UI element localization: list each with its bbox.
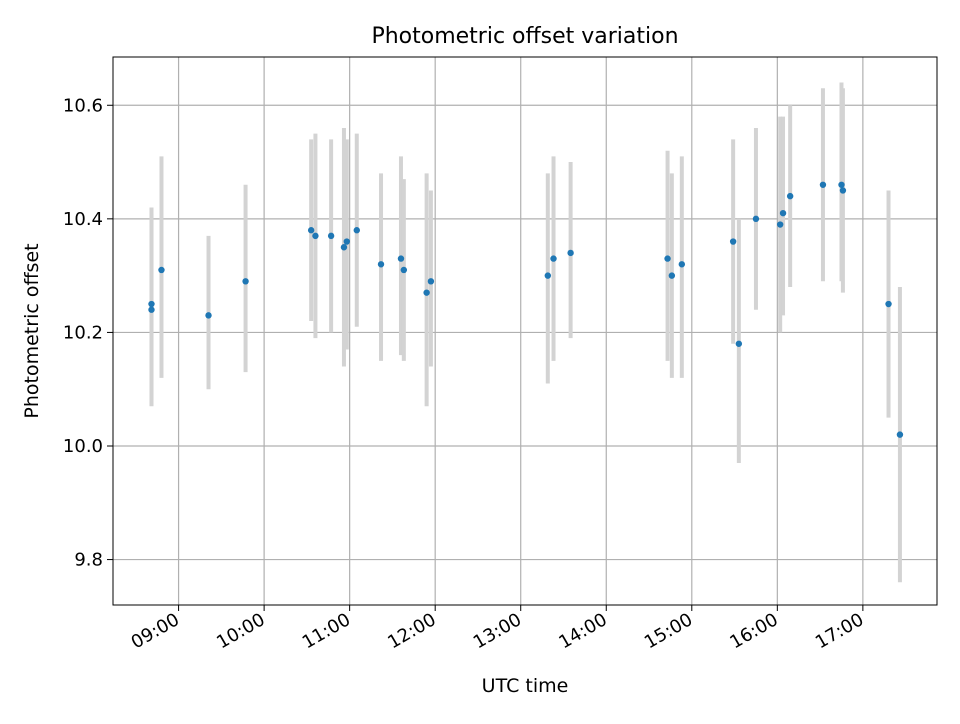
data-point — [567, 249, 574, 257]
data-point — [427, 278, 435, 285]
data-point — [678, 261, 686, 268]
plot-frame — [112, 56, 938, 606]
y-tick-label: 9.8 — [74, 550, 103, 571]
data-point — [377, 261, 385, 268]
y-tick-label: 10.6 — [63, 95, 103, 116]
data-point — [664, 255, 671, 262]
data-point — [838, 181, 845, 188]
data-point — [312, 232, 319, 240]
plot-area — [113, 57, 937, 605]
data-point — [423, 289, 430, 296]
data-point — [779, 209, 787, 217]
data-point — [839, 187, 847, 194]
data-point — [205, 312, 212, 319]
data-point — [544, 272, 552, 279]
data-point — [327, 232, 335, 240]
data-point — [550, 255, 557, 262]
y-tick-label: 10.4 — [63, 209, 103, 230]
data-point — [148, 300, 155, 308]
data-point — [343, 238, 350, 245]
chart-title: Photometric offset variation — [371, 24, 678, 49]
y-tick-label: 10.0 — [63, 436, 103, 457]
data-point — [353, 227, 360, 234]
data-point — [242, 278, 249, 285]
data-point — [400, 266, 408, 274]
data-point — [885, 300, 892, 308]
data-point — [729, 238, 737, 245]
data-point — [148, 306, 155, 313]
y-axis-ticks: 9.8 10.0 10.2 10.4 10.6 — [63, 95, 113, 571]
data-point — [307, 227, 315, 234]
data-point — [735, 340, 743, 347]
data-points — [148, 181, 904, 438]
grid-lines — [113, 57, 937, 605]
x-axis-label: UTC time — [482, 675, 569, 697]
data-point — [668, 272, 676, 279]
data-point — [397, 255, 405, 262]
data-point — [786, 192, 794, 200]
y-axis-label: Photometric offset — [21, 243, 43, 418]
y-tick-label: 10.2 — [63, 322, 103, 343]
data-point — [340, 244, 348, 251]
data-point — [819, 181, 827, 188]
data-point — [752, 215, 760, 223]
data-point — [776, 221, 784, 228]
data-point — [896, 431, 904, 438]
data-point — [158, 266, 165, 274]
